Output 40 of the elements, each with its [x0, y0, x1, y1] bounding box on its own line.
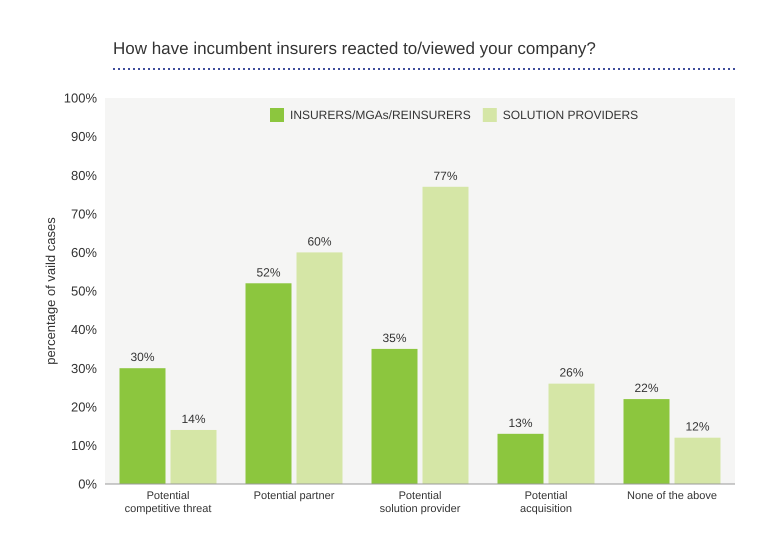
bar — [246, 283, 292, 484]
x-tick-label: Potential acquisition — [520, 490, 572, 515]
y-tick-label: 20% — [70, 399, 98, 414]
data-label: 14% — [181, 412, 206, 426]
y-tick-label: 10% — [70, 438, 98, 453]
bar — [296, 252, 342, 484]
y-tick-label: 90% — [70, 129, 98, 144]
data-label: 30% — [130, 350, 155, 364]
bar — [498, 434, 544, 484]
bar — [624, 399, 670, 484]
data-label: 26% — [559, 366, 584, 380]
bar — [120, 368, 166, 484]
chart-title: How have incumbent insurers reacted to/viewed your company? — [113, 39, 596, 58]
bar — [422, 186, 468, 484]
data-label: 60% — [307, 234, 332, 248]
x-tick-label: Potential partner — [254, 490, 335, 502]
y-axis-title: percentage of vaild cases — [43, 216, 58, 365]
legend-label: INSURERS/MGAs/REINSURERS — [290, 108, 471, 122]
data-label: 12% — [685, 420, 710, 434]
data-label: 22% — [634, 381, 659, 396]
bar — [674, 438, 720, 484]
data-label: 77% — [433, 168, 458, 183]
y-tick-label: 100% — [64, 90, 98, 106]
data-label: 35% — [382, 330, 407, 345]
legend-label: SOLUTION PROVIDERS — [502, 108, 638, 122]
x-tick-label: Potential solution provider — [380, 490, 461, 515]
y-tick-label: 0% — [78, 476, 98, 492]
y-tick-label: 70% — [70, 206, 98, 222]
x-tick-label: None of the above — [627, 490, 717, 502]
y-tick-label: 60% — [70, 244, 98, 260]
bar — [170, 430, 216, 484]
data-label: 13% — [508, 416, 533, 430]
y-tick-label: 30% — [70, 360, 98, 376]
data-label: 52% — [256, 265, 281, 280]
x-tick-label: Potential competitive threat — [124, 490, 212, 515]
y-tick-label: 50% — [70, 284, 98, 299]
y-tick-label: 40% — [70, 322, 98, 338]
bar — [372, 348, 418, 484]
y-tick-label: 80% — [70, 168, 98, 183]
bar — [548, 384, 594, 484]
